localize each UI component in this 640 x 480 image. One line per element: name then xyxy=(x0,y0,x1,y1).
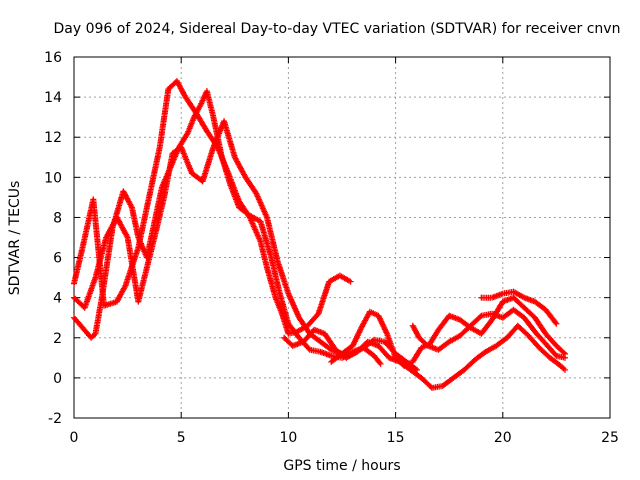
y-tick-label: 10 xyxy=(44,170,62,186)
plot-frame xyxy=(73,56,611,419)
series-track-5 xyxy=(328,294,568,369)
x-tick-label: 5 xyxy=(177,430,186,446)
y-tick-label: 4 xyxy=(53,291,62,307)
y-tick-label: 12 xyxy=(44,130,62,146)
y-tick-label: 0 xyxy=(53,371,62,387)
x-tick-label: 0 xyxy=(70,430,79,446)
x-tick-label: 25 xyxy=(601,430,619,446)
y-tick-label: 8 xyxy=(53,210,62,226)
x-axis-tick-labels: 0 5 10 15 20 25 xyxy=(70,430,619,446)
y-axis-label: SDTVAR / TECUs xyxy=(7,181,23,296)
y-tick-label: 16 xyxy=(44,50,62,66)
series-track-6 xyxy=(409,306,568,361)
series-track-3 xyxy=(71,118,421,373)
y-axis-tick-labels: -2 0 2 4 6 8 10 12 14 16 xyxy=(44,50,62,427)
x-tick-label: 15 xyxy=(387,430,405,446)
series-track-4 xyxy=(281,322,568,391)
marker-trail xyxy=(72,119,419,372)
y-tick-label: 6 xyxy=(53,251,62,267)
x-tick-label: 20 xyxy=(494,430,512,446)
data-markers xyxy=(71,78,568,391)
marker-trail xyxy=(329,295,567,369)
x-tick-label: 10 xyxy=(279,430,297,446)
series-track-7 xyxy=(478,288,560,327)
y-tick-label: 14 xyxy=(44,90,62,106)
chart-title: Day 096 of 2024, Sidereal Day-to-day VTE… xyxy=(54,21,621,37)
marker-trail xyxy=(410,307,567,361)
x-axis-label: GPS time / hours xyxy=(283,458,400,474)
y-tick-label: -2 xyxy=(48,411,62,427)
marker-trail xyxy=(480,289,559,326)
axis-ticks xyxy=(73,56,611,419)
y-tick-label: 2 xyxy=(53,331,62,347)
